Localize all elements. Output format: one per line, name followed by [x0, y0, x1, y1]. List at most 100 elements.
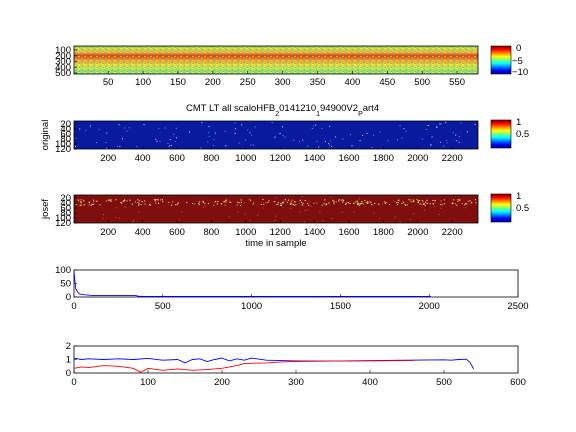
- panel1-x-tick-label: 450: [379, 77, 395, 88]
- speckle: [262, 199, 264, 201]
- speckle: [342, 201, 344, 203]
- speckle: [331, 145, 333, 147]
- speckle: [417, 201, 420, 203]
- speckle: [290, 201, 292, 203]
- y-tick-label: 100: [55, 265, 71, 276]
- speckle: [419, 203, 421, 205]
- speckle: [362, 203, 365, 205]
- speckle: [260, 203, 263, 205]
- speckle: [241, 124, 243, 126]
- speckle: [460, 122, 462, 124]
- speckle: [304, 209, 306, 211]
- speckle: [176, 204, 179, 206]
- speckle: [106, 132, 108, 134]
- speckle: [79, 201, 82, 203]
- speckle: [298, 202, 300, 204]
- speckle: [189, 131, 191, 133]
- x-tick-label: 500: [436, 377, 452, 388]
- speckle: [279, 132, 281, 134]
- y-tick-label: 50: [60, 279, 71, 290]
- panel1-x-tick-label: 350: [310, 77, 326, 88]
- speckle: [137, 201, 139, 203]
- speckle: [397, 203, 399, 205]
- speckle: [225, 201, 227, 203]
- speckle: [79, 199, 81, 201]
- speckle: [358, 204, 361, 206]
- speckle: [237, 211, 239, 213]
- speckle: [129, 199, 131, 201]
- speckle: [353, 211, 355, 213]
- panel1-x-tick-label: 50: [103, 77, 114, 88]
- speckle: [429, 203, 431, 205]
- speckle: [341, 211, 343, 213]
- x-tick-label: 2000: [407, 227, 428, 238]
- speckle: [83, 200, 85, 202]
- x-tick-label: 600: [169, 227, 185, 238]
- speckle: [295, 204, 297, 206]
- speckle: [169, 139, 171, 141]
- speckle: [340, 199, 342, 201]
- speckle: [357, 203, 359, 205]
- speckle: [372, 134, 374, 136]
- speckle: [367, 202, 369, 204]
- speckle: [357, 203, 359, 205]
- speckle: [275, 197, 277, 199]
- speckle: [282, 202, 284, 204]
- speckle: [284, 199, 286, 201]
- speckle: [292, 203, 294, 205]
- speckle: [303, 221, 305, 223]
- speckle: [294, 201, 296, 203]
- speckle: [77, 199, 79, 201]
- speckle: [461, 203, 463, 205]
- speckle: [421, 138, 423, 140]
- y-tick-label: 100: [55, 213, 71, 224]
- panel2-colorbar: 1 0.5: [490, 117, 529, 149]
- speckle: [399, 221, 401, 223]
- speckle: [406, 204, 408, 206]
- speckle: [216, 203, 219, 205]
- speckle: [366, 132, 368, 134]
- speckle: [89, 125, 91, 127]
- speckle: [121, 202, 123, 204]
- panel1-x-tick-label: 500: [414, 77, 430, 88]
- speckle: [464, 204, 466, 206]
- speckle: [91, 203, 93, 205]
- speckle: [229, 201, 231, 203]
- speckle: [367, 202, 369, 204]
- x-tick-label: 2000: [407, 153, 428, 164]
- speckle: [302, 203, 304, 205]
- speckle: [234, 122, 236, 124]
- speckle: [262, 207, 264, 209]
- speckle: [338, 199, 340, 201]
- speckle: [291, 203, 293, 205]
- y-tick-label: 20: [60, 119, 71, 130]
- speckle: [330, 196, 332, 198]
- speckle: [307, 145, 309, 147]
- speckle: [88, 202, 90, 204]
- speckle: [328, 143, 330, 145]
- speckle: [474, 123, 476, 125]
- speckle: [307, 203, 309, 205]
- speckle: [134, 201, 137, 203]
- y-tick-label: 120: [55, 144, 71, 155]
- speckle: [306, 209, 308, 211]
- speckle: [207, 203, 210, 205]
- speckle: [137, 199, 139, 201]
- series-line-0: [73, 271, 432, 298]
- speckle: [268, 200, 270, 202]
- speckle: [167, 142, 169, 144]
- panel3-colorbar: 1 0.5: [490, 191, 529, 223]
- speckle: [397, 201, 399, 203]
- colorbar2-tick-mid: 0.5: [516, 129, 529, 140]
- speckle: [433, 206, 435, 208]
- speckle: [311, 128, 313, 130]
- speckle: [371, 146, 373, 148]
- speckle: [451, 202, 453, 204]
- speckle: [436, 126, 438, 128]
- speckle: [202, 201, 205, 203]
- speckle: [325, 204, 327, 206]
- y-tick-label: 20: [60, 193, 71, 204]
- speckle: [115, 216, 117, 218]
